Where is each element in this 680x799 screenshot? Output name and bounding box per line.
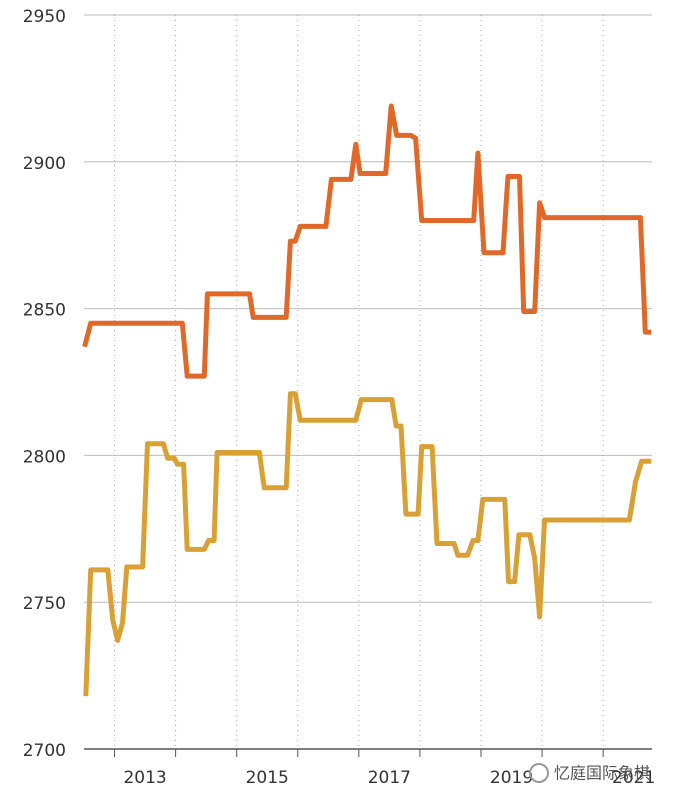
plot: 2700 2750 2800 2850 2900 2950 2013 2015 2017 2019… [23, 7, 656, 788]
watermark-icon [529, 763, 549, 783]
x-tick-label: 2013 [123, 768, 166, 788]
y-tick-label: 2750 [23, 594, 66, 614]
x-tick-label: 2015 [246, 768, 289, 788]
y-tick-label: 2800 [23, 447, 66, 467]
x-tick-label: 2019 [490, 768, 533, 788]
watermark-text: 忆庭国际象棋 [554, 764, 650, 783]
x-tick-label: 2021 [612, 768, 655, 788]
series-line [82, 103, 652, 379]
watermark: 忆庭国际象棋 [529, 763, 650, 783]
y-tick-label: 2700 [23, 741, 66, 761]
y-tick-label: 2900 [23, 154, 66, 174]
y-tick-label: 2850 [23, 301, 66, 321]
x-tick-label: 2017 [368, 768, 411, 788]
y-tick-label: 2950 [23, 7, 66, 27]
series-line [83, 391, 652, 697]
